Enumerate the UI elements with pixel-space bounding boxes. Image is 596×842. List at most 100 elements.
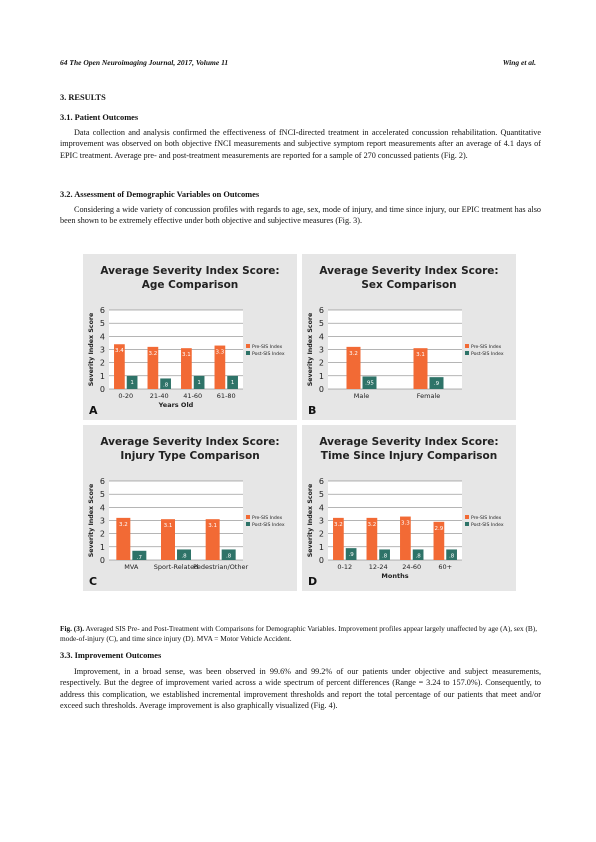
header-authors: Wing et al. [503,58,536,67]
x-axis-label: Years Old [158,401,194,409]
bar-label-post: .8 [181,553,187,559]
y-tick-label: 1 [100,543,105,552]
legend-label: Post-SIS Index [471,522,504,528]
chart-title-line: Average Severity Index Score: [100,265,279,277]
bar-label-pre: 3.1 [416,352,425,358]
bar-label-post: .8 [163,382,169,388]
y-tick-label: 5 [319,319,324,328]
y-tick-label: 3 [319,346,324,355]
bar-label-pre: 3.1 [164,523,173,529]
caption-text: Averaged SIS Pre- and Post-Treatment wit… [60,624,537,643]
figure-panel-c: Average Severity Index Score: Injury Type… [83,425,297,591]
y-axis-label: Severity Index Score [307,313,314,387]
bar-label-post: .9 [348,552,354,558]
running-header: 64 The Open Neuroimaging Journal, 2017, … [60,58,536,67]
legend-swatch [465,344,469,348]
section-3-1-text: Data collection and analysis confirmed t… [60,127,541,162]
legend-label: Post-SIS Index [252,351,285,357]
bar-label-pre: 3.2 [349,351,358,357]
bar-label-pre: 3.1 [208,523,217,529]
panel-letter: C [89,575,97,588]
section-results-title: 3. RESULTS [60,92,541,104]
y-tick-label: 1 [100,372,105,381]
bar-label-post: 1 [197,380,201,386]
y-axis-label: Severity Index Score [88,484,95,558]
chart-title-line: Age Comparison [142,279,239,291]
bar-label-pre: 3.3 [216,350,225,356]
bar-label-post: 1 [130,380,134,386]
bar-label-pre: 2.9 [435,526,444,532]
bar-label-post: 1 [231,380,235,386]
y-tick-label: 5 [319,490,324,499]
chart-title-line: Average Severity Index Score: [100,436,279,448]
section-3-2: 3.2. Assessment of Demographic Variables… [60,189,541,227]
panel-letter: A [89,404,98,417]
y-tick-label: 0 [319,556,324,565]
panel-letter: D [308,575,317,588]
y-tick-label: 4 [100,332,105,341]
section-3-3-text: Improvement, in a broad sense, was been … [60,666,541,712]
y-tick-label: 5 [100,490,105,499]
x-tick-label: Female [417,392,441,400]
x-tick-label: 0-12 [337,563,352,571]
y-tick-label: 1 [319,543,324,552]
legend-swatch [465,351,469,355]
legend-label: Post-SIS Index [471,351,504,357]
y-tick-label: 1 [319,372,324,381]
section-3-2-text: Considering a wide variety of concussion… [60,204,541,227]
x-axis-label: Months [381,572,408,580]
x-tick-label: 24-60 [402,563,421,571]
y-tick-label: 3 [100,346,105,355]
bar-label-pre: 3.2 [368,522,377,528]
x-tick-label: Sport-Related [154,563,198,571]
chart-d: Average Severity Index Score: Time Since … [302,425,516,591]
bar-label-post: .7 [137,555,143,561]
bar-label-post: .8 [415,553,421,559]
figure-panel-d: Average Severity Index Score: Time Since … [302,425,516,591]
chart-title-line: Injury Type Comparison [120,450,259,462]
section-3-3: 3.3. Improvement Outcomes Improvement, i… [60,650,541,712]
bar-label-pre: 3.4 [115,348,124,354]
y-tick-label: 2 [319,530,324,539]
bar-label-pre: 3.3 [401,521,410,527]
legend-label: Pre-SIS Index [471,344,502,350]
caption-label: Fig. (3). [60,624,84,633]
y-tick-label: 2 [319,359,324,368]
figure-caption: Fig. (3). Averaged SIS Pre- and Post-Tre… [60,624,541,644]
chart-a: Average Severity Index Score: Age Compari… [83,254,297,420]
chart-title-line: Time Since Injury Comparison [321,450,497,462]
legend-label: Pre-SIS Index [252,344,283,350]
bar-label-post: .9 [434,381,440,387]
y-tick-label: 0 [319,385,324,394]
y-axis-label: Severity Index Score [88,313,95,387]
bar-label-pre: 3.2 [334,522,343,528]
bar-label-pre: 3.2 [149,351,158,357]
y-tick-label: 0 [100,385,105,394]
legend-swatch [246,522,250,526]
bar-label-pre: 3.2 [119,522,128,528]
legend-label: Pre-SIS Index [252,515,283,521]
chart-title-line: Average Severity Index Score: [319,436,498,448]
panel-letter: B [308,404,316,417]
y-tick-label: 5 [100,319,105,328]
section-3-1: 3.1. Patient Outcomes Data collection an… [60,112,541,161]
figure-panel-b: Average Severity Index Score: Sex Compari… [302,254,516,420]
y-tick-label: 3 [100,517,105,526]
x-tick-label: 61-80 [217,392,236,400]
bar-label-post: .8 [226,553,232,559]
y-tick-label: 4 [319,503,324,512]
x-tick-label: 41-60 [183,392,202,400]
y-axis-label: Severity Index Score [307,484,314,558]
x-tick-label: MVA [124,563,139,571]
x-tick-label: Male [354,392,369,400]
figure-panel-a: Average Severity Index Score: Age Compari… [83,254,297,420]
legend-swatch [465,522,469,526]
bar-label-post: .95 [365,380,374,386]
chart-title-line: Sex Comparison [361,279,456,291]
y-tick-label: 0 [100,556,105,565]
legend-swatch [465,515,469,519]
legend-swatch [246,344,250,348]
x-tick-label: 0-20 [118,392,133,400]
chart-c: Average Severity Index Score: Injury Type… [83,425,297,591]
x-tick-label: Pedestrian/Other [193,563,248,571]
